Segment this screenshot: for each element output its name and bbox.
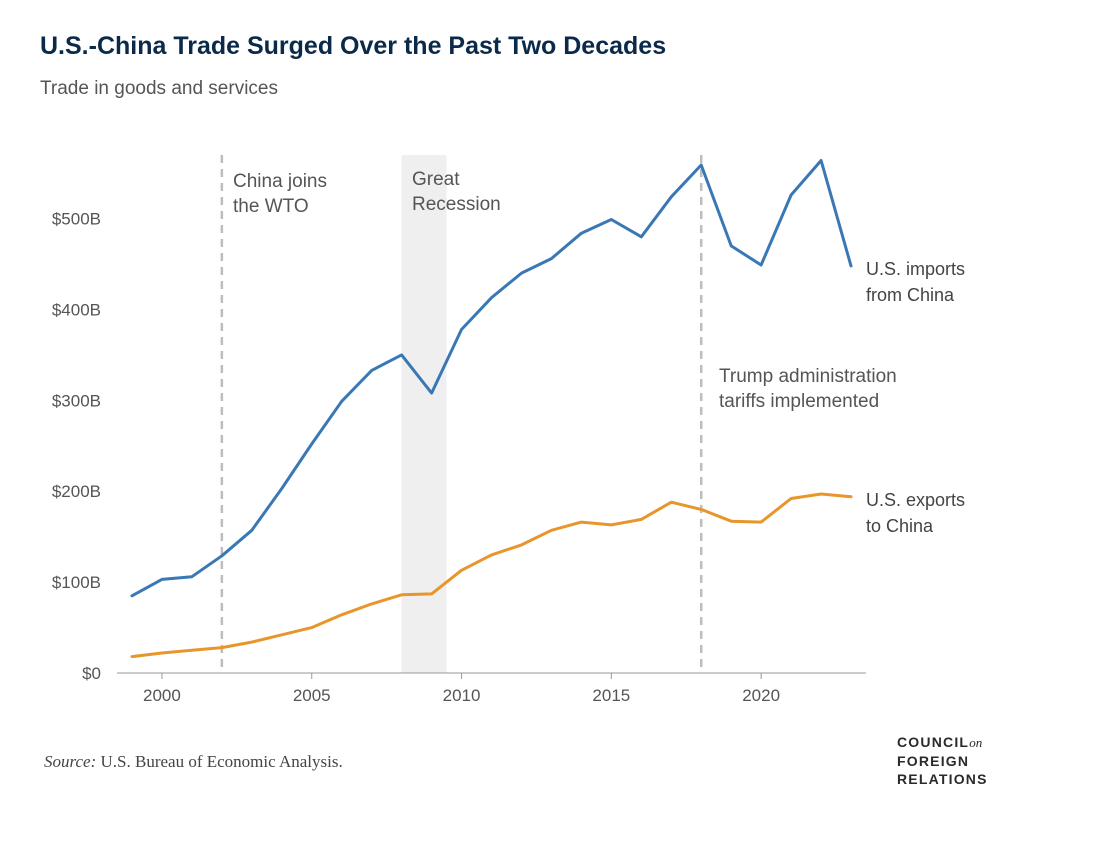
- x-tick-label: 2000: [143, 686, 181, 705]
- recession-annotation: Great Recession: [412, 169, 501, 215]
- imports-series-label: U.S. imports from China: [866, 259, 965, 305]
- source-text: U.S. Bureau of Economic Analysis.: [100, 752, 343, 771]
- tariffs-annotation: Trump administration tariffs implemented: [719, 366, 897, 412]
- x-tick-label: 2020: [742, 686, 780, 705]
- y-tick-label: $200B: [52, 482, 101, 501]
- x-tick-label: 2015: [592, 686, 630, 705]
- y-tick-label: $400B: [52, 300, 101, 319]
- logo-line-3: RELATIONS: [897, 771, 988, 787]
- imports-series-line: [130, 159, 853, 598]
- chart-title: U.S.-China Trade Surged Over the Past Tw…: [40, 32, 667, 60]
- logo-line-2: FOREIGN: [897, 753, 970, 769]
- y-tick-label: $300B: [52, 391, 101, 410]
- exports-series-line: [130, 492, 853, 659]
- cfr-logo: COUNCILon FOREIGN RELATIONS: [897, 733, 988, 788]
- y-tick-label: $0: [82, 664, 101, 683]
- source-label: Source:: [44, 752, 97, 771]
- source-note: Source: U.S. Bureau of Economic Analysis…: [44, 752, 343, 772]
- x-tick-label: 2005: [293, 686, 331, 705]
- x-tick-label: 2010: [443, 686, 481, 705]
- wto-annotation: China joins the WTO: [233, 171, 327, 217]
- y-tick-label: $500B: [52, 210, 101, 229]
- logo-line-1: COUNCILon: [897, 734, 983, 750]
- exports-series-label: U.S. exports to China: [866, 490, 965, 536]
- y-tick-label: $100B: [52, 573, 101, 592]
- chart-subtitle: Trade in goods and services: [40, 78, 278, 99]
